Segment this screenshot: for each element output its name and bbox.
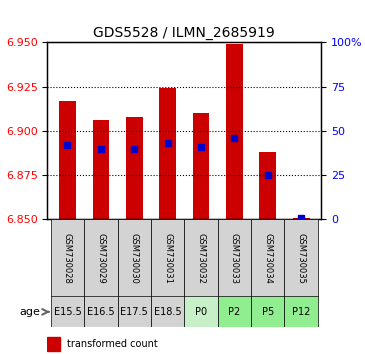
FancyBboxPatch shape xyxy=(218,296,251,327)
Text: GSM730034: GSM730034 xyxy=(263,233,272,284)
Text: GSM730029: GSM730029 xyxy=(96,233,105,284)
FancyBboxPatch shape xyxy=(84,219,118,297)
FancyBboxPatch shape xyxy=(251,296,284,327)
FancyBboxPatch shape xyxy=(118,296,151,327)
FancyBboxPatch shape xyxy=(284,296,318,327)
FancyBboxPatch shape xyxy=(251,219,284,297)
Text: P2: P2 xyxy=(228,307,241,317)
FancyBboxPatch shape xyxy=(184,296,218,327)
FancyBboxPatch shape xyxy=(84,296,118,327)
FancyBboxPatch shape xyxy=(218,219,251,297)
Text: E16.5: E16.5 xyxy=(87,307,115,317)
Text: P5: P5 xyxy=(262,307,274,317)
FancyBboxPatch shape xyxy=(118,219,151,297)
Title: GDS5528 / ILMN_2685919: GDS5528 / ILMN_2685919 xyxy=(93,26,275,40)
Bar xyxy=(159,88,176,219)
Bar xyxy=(293,218,310,219)
Text: E15.5: E15.5 xyxy=(54,307,81,317)
FancyBboxPatch shape xyxy=(284,219,318,297)
FancyBboxPatch shape xyxy=(51,296,84,327)
Text: GSM730030: GSM730030 xyxy=(130,233,139,284)
Bar xyxy=(59,101,76,219)
FancyBboxPatch shape xyxy=(184,219,218,297)
Text: GSM730033: GSM730033 xyxy=(230,233,239,284)
Bar xyxy=(47,337,60,350)
Bar xyxy=(92,120,109,219)
Bar xyxy=(193,113,210,219)
Text: age: age xyxy=(19,307,40,317)
Text: GSM730028: GSM730028 xyxy=(63,233,72,284)
Bar xyxy=(260,152,276,219)
FancyBboxPatch shape xyxy=(51,219,84,297)
Text: GSM730032: GSM730032 xyxy=(196,233,205,284)
Text: GSM730035: GSM730035 xyxy=(297,233,306,284)
Text: transformed count: transformed count xyxy=(67,339,157,349)
FancyBboxPatch shape xyxy=(151,296,184,327)
Text: P0: P0 xyxy=(195,307,207,317)
Text: E18.5: E18.5 xyxy=(154,307,181,317)
Text: P12: P12 xyxy=(292,307,310,317)
FancyBboxPatch shape xyxy=(151,219,184,297)
Bar xyxy=(226,44,243,219)
Text: E17.5: E17.5 xyxy=(120,307,148,317)
Text: GSM730031: GSM730031 xyxy=(163,233,172,284)
Bar xyxy=(126,117,143,219)
